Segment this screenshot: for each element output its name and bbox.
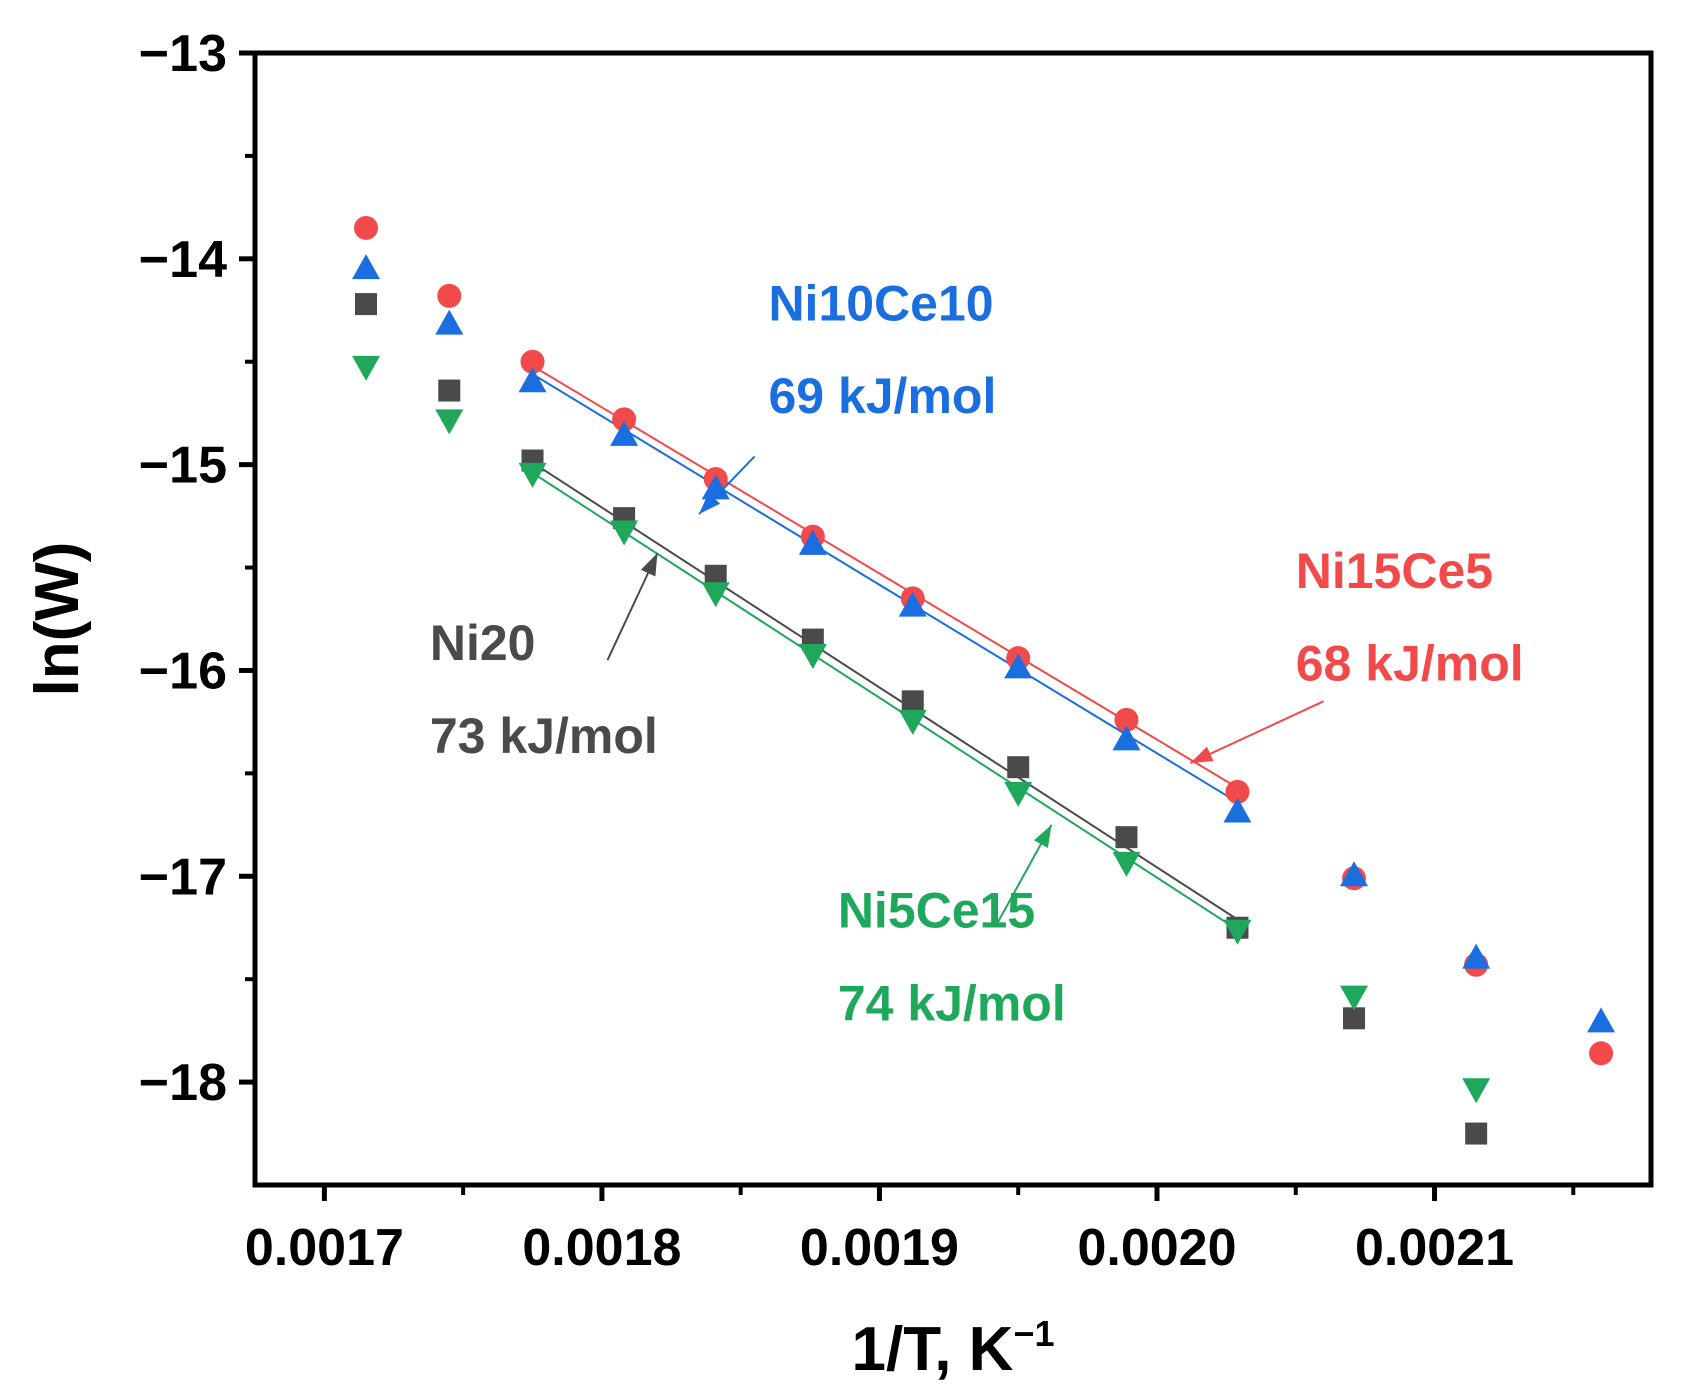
point-ni20: [704, 564, 727, 587]
y-axis-ticks: −18 −17 −16 −15 −14 −13: [139, 25, 255, 1112]
annotation-energy-ni15ce5: 68 kJ/mol: [1296, 636, 1524, 692]
point-ni20: [1343, 1007, 1366, 1030]
annotation-arrows: [606, 455, 1324, 927]
point-ni5ce15: [1004, 781, 1033, 807]
point-ni20: [1115, 826, 1138, 849]
point-ni10ce10: [610, 420, 639, 446]
point-ni10ce10: [435, 309, 464, 335]
point-ni20: [1007, 756, 1030, 779]
annotation-label-ni15ce5: Ni15Ce5: [1296, 543, 1493, 599]
arrowhead-ni5ce15: [1033, 824, 1052, 848]
point-ni10ce10: [352, 254, 381, 280]
point-ni5ce15: [1340, 985, 1369, 1011]
annotation-label-ni20: Ni20: [430, 615, 536, 671]
point-ni10ce10: [898, 591, 927, 617]
annotation-labels: Ni10Ce10 69 kJ/mol Ni15Ce5 68 kJ/mol Ni20 73 …: [430, 276, 1524, 1032]
point-ni15ce5: [1114, 707, 1139, 732]
arrowhead-ni10ce10: [699, 492, 721, 515]
y-tick-label: −13: [139, 25, 227, 83]
y-tick-label: −14: [139, 231, 227, 289]
y-tick-label: −18: [139, 1054, 227, 1112]
point-ni15ce5: [612, 407, 637, 432]
x-tick-label: 0.0019: [800, 1219, 959, 1277]
point-ni10ce10: [1112, 725, 1141, 751]
annotation-label-ni5ce15: Ni5Ce15: [838, 883, 1035, 939]
point-ni10ce10: [1223, 797, 1252, 823]
point-ni15ce5: [1589, 1041, 1614, 1066]
arrowhead-ni15ce5: [1190, 746, 1214, 764]
annotation-label-ni10ce10: Ni10Ce10: [768, 276, 993, 332]
annotation-energy-ni20: 73 kJ/mol: [430, 708, 658, 764]
point-ni10ce10: [518, 367, 547, 393]
y-axis-title: ln(W): [23, 542, 92, 697]
annotation-energy-ni10ce10: 69 kJ/mol: [768, 368, 996, 424]
plot-frame: [252, 50, 1654, 1188]
point-ni5ce15: [1462, 1078, 1491, 1104]
x-tick-label: 0.0017: [245, 1219, 404, 1277]
point-ni5ce15: [610, 520, 639, 546]
y-tick-label: −16: [139, 642, 227, 700]
x-tick-label: 0.0018: [522, 1219, 681, 1277]
arrowhead-ni20: [640, 553, 658, 577]
point-ni20: [438, 379, 461, 402]
point-ni10ce10: [1004, 653, 1033, 679]
x-axis-title-exponent: −1: [1013, 1313, 1054, 1354]
point-ni10ce10: [1462, 943, 1491, 969]
point-ni10ce10: [1587, 1007, 1616, 1033]
point-ni20: [1465, 1122, 1488, 1145]
point-ni5ce15: [1223, 919, 1252, 945]
point-ni15ce5: [437, 283, 462, 308]
fit-line-ni20: [531, 461, 1239, 921]
point-ni15ce5: [354, 215, 379, 240]
annotation-energy-ni5ce15: 74 kJ/mol: [838, 975, 1066, 1031]
point-ni5ce15: [701, 582, 730, 608]
point-ni10ce10: [701, 474, 730, 500]
point-ni5ce15: [352, 355, 381, 381]
x-axis-ticks: 0.0017 0.0018 0.0019 0.0020 0.0021: [245, 1185, 1576, 1277]
point-ni10ce10: [1340, 861, 1369, 887]
x-axis-title-main: 1/T, K: [852, 1315, 1014, 1384]
point-ni5ce15: [798, 643, 827, 669]
point-ni5ce15: [518, 462, 547, 488]
point-ni20: [355, 293, 378, 316]
arrow-ni15ce5: [1189, 700, 1324, 764]
y-tick-label: −17: [139, 848, 227, 906]
point-ni10ce10: [798, 529, 827, 555]
point-ni20: [901, 690, 924, 713]
x-tick-label: 0.0021: [1355, 1219, 1514, 1277]
point-ni5ce15: [1112, 851, 1141, 877]
point-ni5ce15: [898, 709, 927, 735]
fit-line-ni10ce10: [532, 373, 1238, 804]
x-axis-title: 1/T, K−1: [852, 1313, 1055, 1384]
point-ni5ce15: [435, 409, 464, 435]
point-ni15ce5: [1225, 779, 1250, 804]
data-markers: [352, 215, 1616, 1145]
x-tick-label: 0.0020: [1077, 1219, 1236, 1277]
y-tick-label: −15: [139, 437, 227, 495]
point-ni15ce5: [520, 349, 545, 374]
